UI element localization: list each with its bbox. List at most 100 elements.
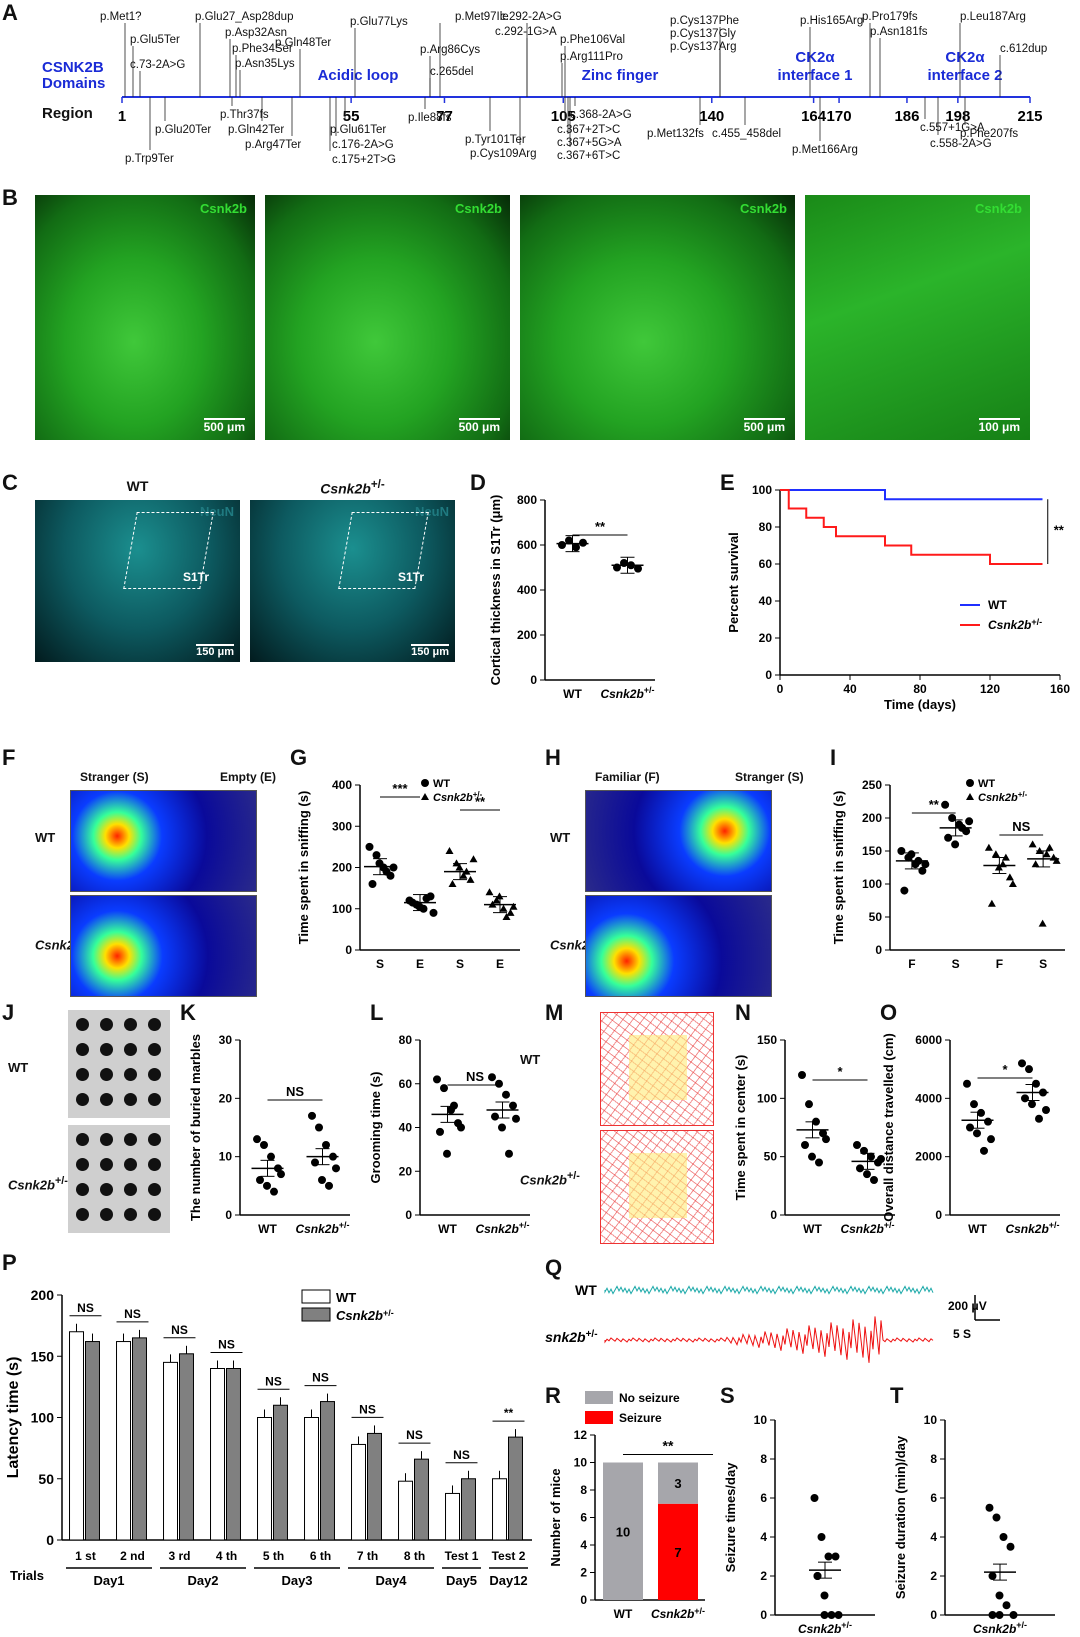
data-point <box>970 1100 978 1109</box>
y-axis-label: Grooming time (s) <box>368 1072 383 1184</box>
x-axis-label: Time (days) <box>884 697 956 712</box>
stain-label: NeuN <box>200 504 234 519</box>
marble <box>148 1068 161 1081</box>
center-zone <box>629 1035 687 1100</box>
y-tick-label: 20 <box>219 1091 233 1105</box>
data-point <box>1031 860 1040 868</box>
marble <box>100 1158 113 1171</box>
data-point <box>815 1158 823 1167</box>
data-point <box>834 1611 843 1619</box>
eeg-traces: WT Csnk2b+/- 200 μV 5 S <box>545 1282 1000 1363</box>
y-tick-label: 100 <box>332 902 352 916</box>
bar <box>116 1341 131 1541</box>
zone-label-right: Empty (E) <box>220 770 277 784</box>
data-point <box>1005 873 1014 881</box>
stain-label: NeuN <box>415 504 449 519</box>
variant-bottom: p.Cys109Arg <box>470 148 536 160</box>
variant-bottom: p.Glu61Ter <box>330 124 386 136</box>
marble <box>148 1018 161 1031</box>
data-point <box>445 847 454 854</box>
position-label: 140 <box>699 108 724 125</box>
variant-top: p.Glu27_Asp28dup <box>195 11 293 23</box>
sig-label: ** <box>663 1438 674 1454</box>
segment-label: 7 <box>674 1545 681 1560</box>
data-point <box>867 1152 875 1161</box>
data-point <box>498 1123 506 1132</box>
sig-label: NS <box>312 1371 329 1385</box>
sig-label: ** <box>595 519 606 534</box>
y-tick-label: 6000 <box>915 1033 942 1047</box>
region-label: S1Tr <box>398 570 425 584</box>
data-point <box>1045 843 1054 851</box>
y-tick-label: 100 <box>31 1410 55 1426</box>
chart-seizure-duration: 0 2 4 6 8 10 Seizure duration (min)/day Csnk2b+… <box>893 1413 1055 1636</box>
y-tick-label: 40 <box>759 594 773 608</box>
chart-cortical-thickness: 0 200 400 600 800 Cortical thickness in S1Tr … <box>488 493 655 701</box>
legend-label: No seizure <box>619 1391 680 1405</box>
y-tick-label: 400 <box>517 583 537 597</box>
y-tick-label: 8 <box>930 1452 937 1466</box>
variant-top: p.Glu5Ter <box>130 34 180 46</box>
variant-bottom: p.Thr37fs <box>220 109 269 121</box>
data-point <box>452 859 461 867</box>
variant-top: c.292-2A>G <box>500 11 562 23</box>
panel-label-l: L <box>370 1000 384 1025</box>
day-label: Day5 <box>446 1573 477 1588</box>
variant-bottom: p.Met166Arg <box>792 144 858 156</box>
heatmap <box>70 895 257 997</box>
stain-label: Csnk2b <box>975 201 1022 216</box>
data-point <box>944 833 953 842</box>
data-point <box>263 1181 271 1190</box>
y-tick-label: 10 <box>574 1456 588 1470</box>
y-tick-label: 8 <box>580 1483 587 1497</box>
stack-segment <box>603 1462 643 1600</box>
legend-swatch <box>585 1391 613 1404</box>
y-tick-label: 40 <box>399 1121 413 1135</box>
track-plot <box>600 1012 714 1126</box>
bar <box>179 1353 194 1541</box>
data-point <box>951 840 960 849</box>
y-tick-label: 150 <box>862 844 882 858</box>
y-axis-label: Number of mice <box>548 1468 563 1566</box>
chart-seizure-times: 0 2 4 6 8 10 Seizure times/day Csnk2b+/- <box>723 1413 875 1636</box>
data-point <box>860 1146 868 1155</box>
y-tick-label: 30 <box>219 1033 233 1047</box>
y-tick-label: 0 <box>875 943 882 957</box>
marble <box>124 1208 137 1221</box>
data-point <box>332 1164 340 1173</box>
bar <box>320 1401 335 1541</box>
zone-label-left: Stranger (S) <box>80 770 149 784</box>
y-tick-label: 0 <box>930 1608 937 1622</box>
micrograph-csnk2b: Csnk2b 500 μm <box>35 195 255 440</box>
trial-label: 2 nd <box>120 1549 145 1563</box>
x-tick-label: F <box>908 957 915 971</box>
y-tick-label: 4 <box>580 1538 587 1552</box>
x-tick-label: Csnk2b+/- <box>600 685 654 701</box>
y-tick-label: 8 <box>760 1452 767 1466</box>
marble-cage-photo <box>68 1010 170 1118</box>
y-tick-label: 800 <box>517 493 537 507</box>
data-point <box>277 1170 285 1179</box>
x-tick-label: Csnk2b+/- <box>798 1620 852 1636</box>
y-tick-label: 200 <box>862 811 882 825</box>
chart-sniff-fs: 0 50 100 150 200 250 Time spent in sniffing (s… <box>831 778 1065 971</box>
x-tick-label: F <box>996 957 1003 971</box>
data-point <box>856 1164 864 1173</box>
y-tick-label: 200 <box>517 628 537 642</box>
y-tick-label: 200 <box>332 861 352 875</box>
x-tick-label: WT <box>563 687 582 701</box>
y-tick-label: 300 <box>332 819 352 833</box>
legend-label: WT <box>433 778 450 790</box>
data-point <box>966 1123 974 1132</box>
data-point <box>492 896 501 904</box>
het-label: Csnk2b+/- <box>520 1170 580 1188</box>
bar <box>492 1478 507 1541</box>
data-point <box>900 886 909 895</box>
domains-title: CSNK2B <box>42 59 104 76</box>
trial-label: 6 th <box>310 1549 331 1563</box>
bar <box>163 1361 179 1541</box>
data-point <box>502 913 511 920</box>
sig-label: * <box>837 1064 843 1079</box>
y-tick-label: 6 <box>930 1491 937 1505</box>
y-axis-label: Time spent in sniffing (s) <box>296 791 311 945</box>
